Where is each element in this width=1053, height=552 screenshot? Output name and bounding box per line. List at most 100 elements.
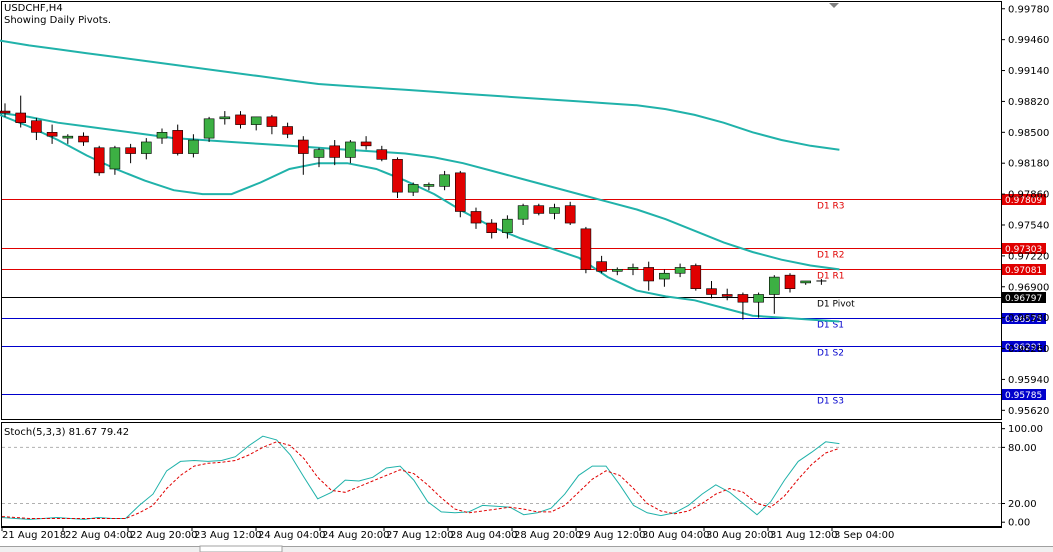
candle-body [596,261,607,272]
time-tick-label: 31 Aug 12:00 [770,530,837,541]
time-tick-label: 30 Aug 04:00 [642,530,709,541]
candle-body [643,267,655,282]
candle-body [266,116,278,127]
candle-body [768,276,780,295]
time-tick-label: 21 Aug 2018 [2,530,66,541]
candle-body [706,288,717,295]
candle-body [250,116,262,125]
bollinger-middle [0,112,840,271]
candle-body [329,145,341,158]
stoch-tick-label: 0.00 [1008,518,1030,529]
price-tick-label: 0.96900 [1008,282,1049,293]
time-tick-label: 3 Sep 04:00 [834,530,894,541]
candle-body [517,205,529,220]
candle-body [172,130,183,154]
candle-body [282,126,293,135]
price-axis: 0.99780 0.99460 0.99140 0.98820 0.98500 0.981… [1001,4,1049,417]
candle-body [313,149,325,158]
stoch-label: Stoch(5,3,3) 81.67 79.42 [4,427,130,438]
pivot-price-tag [1002,341,1046,352]
chart-tab[interactable] [199,545,283,552]
stochastic-panel: 100.00 80.00 20.00 0.00 [1,424,1043,529]
candlesticks [0,95,827,320]
bottom-tab-strip [0,545,1053,552]
time-tick-label: 22 Aug 04:00 [65,530,132,541]
stoch-signal-line [1,441,840,519]
time-tick-label: 30 Aug 20:00 [706,530,773,541]
pivot-label: D1 Pivot [817,300,855,310]
pivot-label: D1 R1 [817,272,845,282]
candle-body [486,222,498,234]
candle-body [564,205,576,224]
candle-body [721,294,733,297]
candle-body [376,149,388,160]
stoch-main-line [1,435,840,520]
bollinger-lower [0,113,840,323]
price-tick-label: 0.97540 [1008,220,1049,231]
time-tick-label: 24 Aug 04:00 [258,530,325,541]
stoch-panel-frame [1,422,1002,527]
pivot-price-tag-text: 0.97809 [1005,196,1042,206]
candle-body [392,159,403,193]
pivot-price-tag-text: 0.96291 [1005,343,1042,353]
candle-body [627,267,639,270]
candle-body [737,294,749,303]
candle-body [549,207,560,214]
candle-body [753,294,764,303]
symbol-label: USDCHF,H4 [4,3,63,14]
candle-body [203,118,215,139]
subtitle-label: Showing Daily Pivots. [4,15,112,26]
candle-body [0,110,11,114]
price-tick-label: 0.95940 [1008,375,1049,386]
candle-body [454,172,466,212]
candle-body [423,184,435,187]
candle-body [407,184,419,193]
price-tick-label: 0.96580 [1008,313,1049,324]
pivot-price-tag-text: 0.95785 [1005,391,1042,401]
price-tick-label: 0.97860 [1008,190,1049,201]
candle-body [93,147,105,174]
time-tick-label: 23 Aug 12:00 [194,530,261,541]
price-panel-frame [1,1,1002,420]
candle-body [659,272,670,280]
candle-body [125,147,136,154]
price-tick-label: 0.98500 [1008,128,1049,139]
candle-body [62,135,74,139]
pivot-price-tag-text: 0.97081 [1005,266,1042,276]
pivot-label: D1 S2 [817,349,844,359]
stoch-tick-label: 20.00 [1008,499,1037,510]
pivot-price-tag-text: 0.97303 [1005,245,1042,255]
candle-body [297,139,309,154]
chart-shift-marker[interactable] [829,3,839,8]
candle-body [784,274,796,289]
pivot-label: D1 R2 [817,251,845,261]
pivot-label: D1 S3 [817,397,844,407]
candle-body [690,265,702,289]
candle-body [611,269,623,272]
candle-body [439,174,450,187]
stoch-tick-label: 100.00 [1008,424,1043,435]
pivot-price-tag [1002,292,1046,303]
pivot-price-tag [1002,389,1046,400]
candle-body [345,141,356,158]
candle-body [156,132,168,139]
price-tick-label: 0.99460 [1008,35,1049,46]
price-tick-label: 0.97220 [1008,251,1049,262]
time-tick-label: 28 Aug 04:00 [450,530,517,541]
price-tick-label: 0.98180 [1008,159,1049,170]
pivot-levels: D1 R3 0.97809 D1 R2 0.97303 D1 R1 0.97081 D1 P… [2,194,1046,407]
candle-body [674,267,686,274]
price-tick-label: 0.98820 [1008,97,1049,108]
price-tick-label: 0.99780 [1008,4,1049,15]
candle-body [46,132,58,137]
candle-body [31,120,42,133]
candle-body [580,228,592,270]
pivot-price-tag [1002,313,1046,324]
candle-body [502,218,513,234]
candle-body [360,141,372,147]
time-tick-label: 22 Aug 20:00 [130,530,197,541]
time-tick-label: 24 Aug 20:00 [322,530,389,541]
time-tick-label: 27 Aug 12:00 [386,530,453,541]
